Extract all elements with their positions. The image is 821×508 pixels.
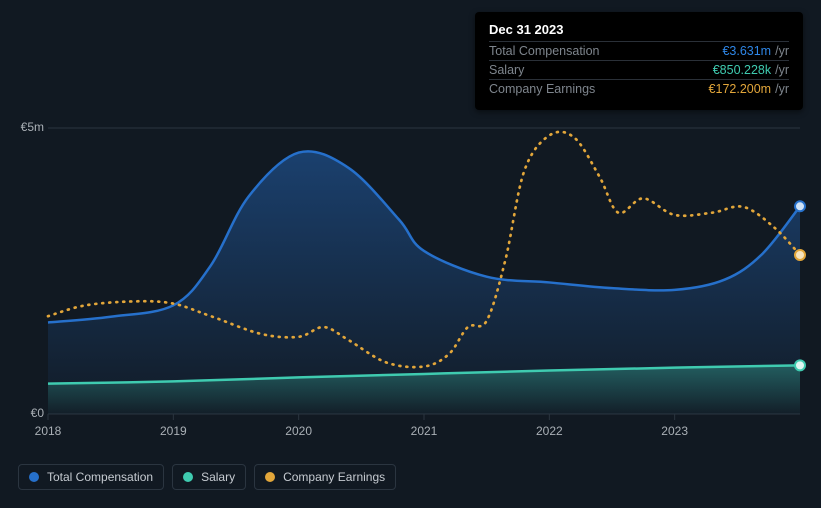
y-tick-label: €5m xyxy=(6,120,44,134)
legend-label: Salary xyxy=(201,470,235,484)
x-tick-label: 2021 xyxy=(411,424,438,438)
legend-swatch-icon xyxy=(29,472,39,482)
tooltip-value: €850.228k/yr xyxy=(713,63,789,77)
series-end-marker-company_earnings xyxy=(795,250,805,260)
tooltip-key: Total Compensation xyxy=(489,44,599,58)
y-tick-label: €0 xyxy=(6,406,44,420)
x-tick-label: 2018 xyxy=(35,424,62,438)
tooltip-rows: Total Compensation €3.631m/yr Salary €850.2… xyxy=(489,41,789,98)
x-tick-label: 2022 xyxy=(536,424,563,438)
compensation-chart-panel: { "plot_area": { "left": 48, "top": 128,… xyxy=(0,0,821,508)
tooltip-row: Salary €850.228k/yr xyxy=(489,60,789,79)
series-end-marker-salary xyxy=(795,360,805,370)
legend-item-salary[interactable]: Salary xyxy=(172,464,246,490)
x-tick-label: 2020 xyxy=(285,424,312,438)
legend-swatch-icon xyxy=(265,472,275,482)
legend: Total Compensation Salary Company Earnings xyxy=(18,464,396,490)
tooltip-title: Dec 31 2023 xyxy=(489,22,789,37)
legend-label: Total Compensation xyxy=(47,470,153,484)
tooltip-value: €3.631m/yr xyxy=(722,44,789,58)
tooltip-key: Salary xyxy=(489,63,524,77)
tooltip-row: Company Earnings €172.200m/yr xyxy=(489,79,789,98)
legend-item-total_compensation[interactable]: Total Compensation xyxy=(18,464,164,490)
tooltip-key: Company Earnings xyxy=(489,82,595,96)
x-tick-label: 2023 xyxy=(661,424,688,438)
legend-item-company_earnings[interactable]: Company Earnings xyxy=(254,464,396,490)
tooltip-row: Total Compensation €3.631m/yr xyxy=(489,41,789,60)
legend-label: Company Earnings xyxy=(283,470,385,484)
series-end-marker-total_compensation xyxy=(795,201,805,211)
legend-swatch-icon xyxy=(183,472,193,482)
tooltip-value: €172.200m/yr xyxy=(709,82,789,96)
tooltip-card: Dec 31 2023 Total Compensation €3.631m/yr… xyxy=(475,12,803,110)
x-tick-label: 2019 xyxy=(160,424,187,438)
